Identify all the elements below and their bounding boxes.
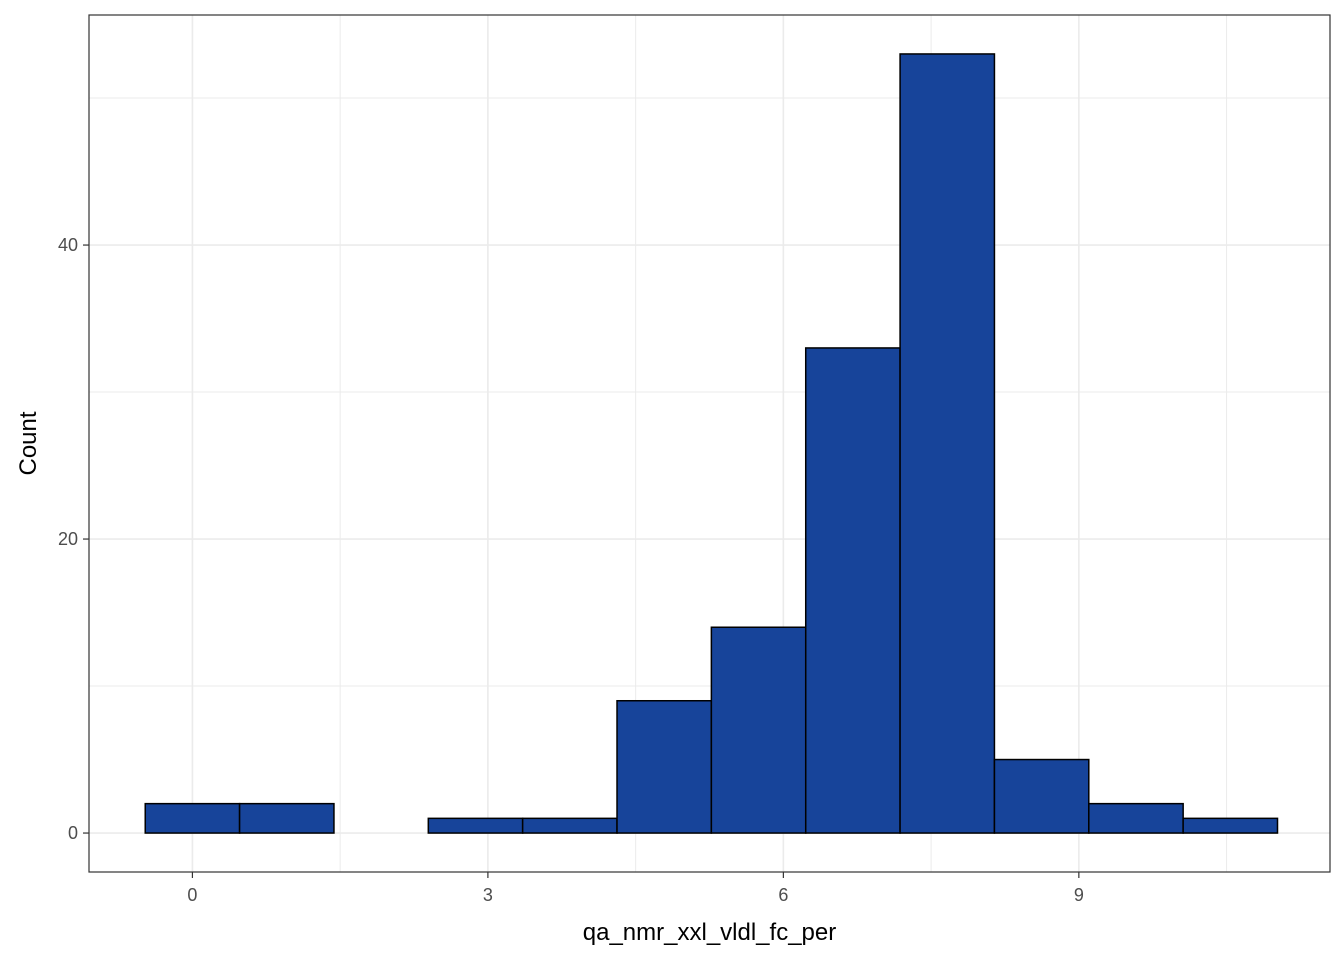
y-tick-label: 0 [68, 823, 78, 843]
y-axis-ticks: 0 20 40 [58, 235, 89, 843]
histogram-bar [899, 53, 996, 834]
x-tick-label: 9 [1074, 885, 1084, 905]
histogram-bar [616, 699, 713, 834]
y-tick-label: 40 [58, 235, 78, 255]
histogram-bar [238, 802, 335, 834]
x-tick-label: 3 [483, 885, 493, 905]
panel-border [88, 14, 1331, 873]
x-tick-label: 6 [778, 885, 788, 905]
histogram-bar [144, 802, 241, 834]
x-axis-ticks: 0 3 6 9 [187, 872, 1084, 905]
x-axis-title: qa_nmr_xxl_vldl_fc_per [583, 919, 836, 946]
histogram-bars [144, 53, 1279, 834]
y-axis-title: Count [15, 411, 42, 475]
y-tick-label: 20 [58, 529, 78, 549]
histogram-bar [1088, 802, 1184, 834]
histogram-bar [521, 817, 618, 834]
histogram-bar [710, 626, 807, 834]
histogram-bar [804, 347, 901, 834]
histogram-bar [993, 758, 1090, 834]
histogram-bar [1182, 817, 1279, 834]
histogram-bar [427, 817, 524, 834]
x-tick-label: 0 [187, 885, 197, 905]
